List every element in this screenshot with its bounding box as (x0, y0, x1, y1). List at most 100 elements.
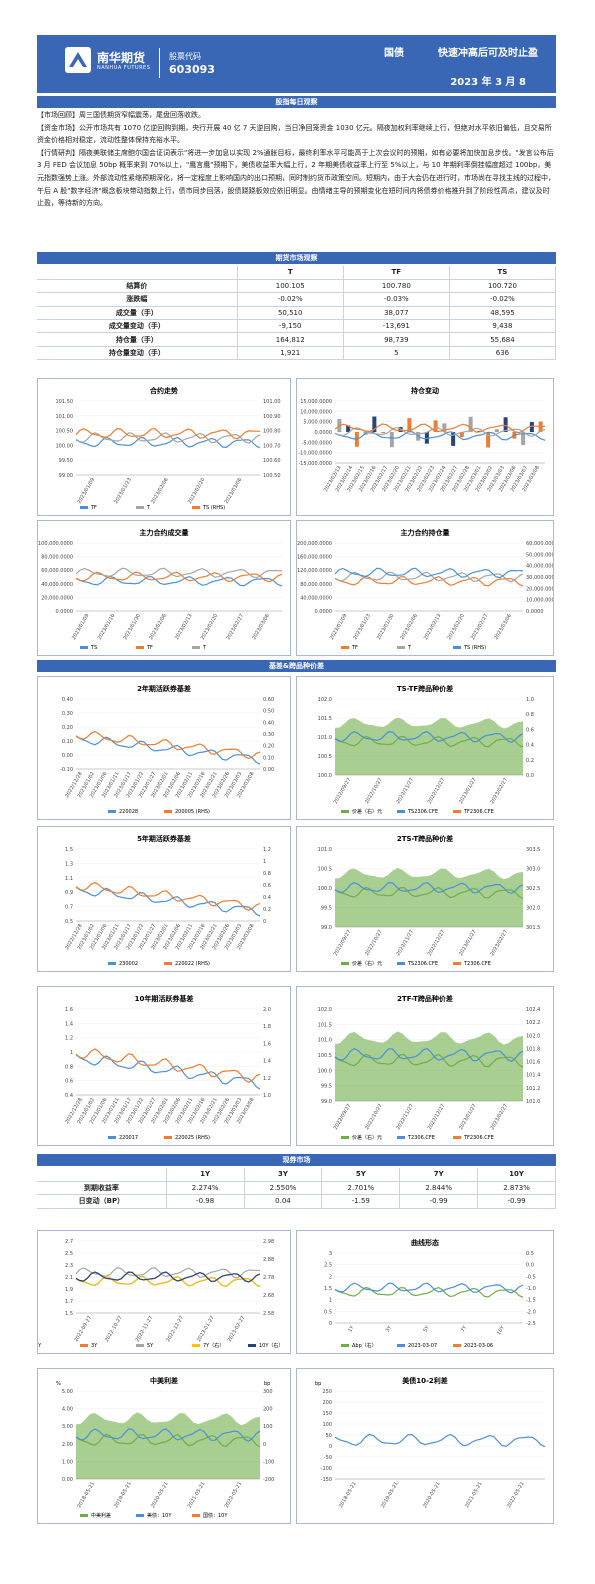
legend-swatch (80, 1514, 88, 1517)
x-tick-label: 10Y (496, 1324, 506, 1336)
y-tick-label: 0.9 (65, 890, 73, 896)
x-tick-label: 2020-05-21 (422, 1481, 442, 1509)
y-tick-label: 102.0 (318, 1007, 332, 1013)
y2-tick-label: 1.4 (263, 1059, 271, 1065)
series-line (75, 1428, 261, 1442)
chart-title: 持仓变动 (411, 386, 439, 395)
futures-cell: 100.720 (449, 279, 557, 294)
series-line (75, 1054, 261, 1090)
x-tick-label: 2022/10/27 (364, 1103, 384, 1131)
futures-cell: -9,150 (237, 319, 344, 334)
y2-tick-label: 101.6 (526, 1060, 540, 1066)
report-title: 快速冲高后可及时止盈 (438, 48, 538, 59)
y-tick-label: 0.40 (62, 697, 73, 703)
y2-tick-label: 101.2 (526, 1086, 540, 1092)
futures-cell: 50,510 (237, 306, 344, 321)
series-line (334, 567, 524, 579)
x-tick-label: 2022-09-27 (73, 1315, 93, 1343)
report-category: 国债 (384, 48, 404, 59)
series-line (334, 1053, 524, 1068)
futures-cell: 9,438 (449, 319, 557, 334)
y2-tick-label: 0.60 (263, 697, 274, 703)
x-tick-label: 3Y (385, 1324, 394, 1333)
x-tick-label: 2022/10/27 (364, 929, 384, 957)
y-tick-label: 99.50 (59, 458, 73, 464)
x-tick-label: 2023/01/09 (71, 613, 91, 641)
y-tick-label: 40,000.0000 (41, 582, 73, 588)
y-tick-label: 15,000.0000 (300, 399, 332, 405)
y2-tick-label: 20,000.0000 (526, 586, 553, 592)
spot-cell: -1.59 (321, 1194, 401, 1209)
futures-table: T TF TS 结算价 100.105 100.780 100.720 涨跌幅 -0.02% -… (37, 266, 557, 361)
futures-cell: -13,691 (343, 319, 450, 334)
futures-header: TF (343, 266, 450, 280)
company-name: 南华期货 (97, 51, 146, 65)
legend-label: TF (90, 505, 97, 511)
futures-cell: 5 (343, 346, 450, 361)
futures-row-label: 持仓量变动（手） (37, 346, 238, 361)
legend-label: 2023-03-06 (464, 1343, 493, 1349)
bar (494, 429, 499, 432)
futures-cell: -0.02% (237, 292, 344, 307)
spot-header (37, 1168, 167, 1182)
y-tick-label: 2.5 (324, 1263, 332, 1269)
bar (389, 432, 394, 448)
bar (346, 425, 351, 432)
series-line (75, 436, 261, 449)
y-tick-label: -100 (321, 1466, 332, 1472)
legend-swatch (192, 506, 200, 509)
series-line (75, 1275, 261, 1288)
y2-tick-label: 100.90 (263, 414, 281, 420)
series-line (75, 735, 261, 765)
y-tick-label: 101.5 (318, 1022, 332, 1028)
y-tick-label: 101.0 (318, 735, 332, 741)
x-tick-label: 2023/02/06 (150, 477, 170, 505)
legend-swatch (192, 1514, 200, 1517)
market-review: 【市场回顾】周三国债期货窄幅震荡，尾盘回落收跌。 (37, 111, 205, 119)
y2-tick-label: 60,000.0000 (526, 541, 553, 547)
x-tick-label: 2022/09/27 (333, 929, 353, 957)
section-spot: 现券市场 (37, 1154, 556, 1166)
bar (521, 432, 526, 446)
y2-tick-label: -1.0 (526, 1286, 536, 1292)
series-line (75, 1048, 261, 1083)
legend-swatch (397, 646, 405, 649)
legend-swatch (136, 1514, 144, 1517)
legend-swatch (341, 810, 349, 813)
y2-tick-label: 100.80 (263, 429, 281, 435)
legend-swatch (164, 962, 172, 965)
y-tick-label: -15,000.0000 (298, 461, 332, 467)
legend-swatch (453, 646, 461, 649)
y2-tick-label: 0.2 (263, 907, 271, 913)
legend-swatch (192, 646, 200, 649)
legend-swatch (136, 506, 144, 509)
bar (442, 423, 447, 432)
x-tick-label: 2023/01/16 (97, 613, 117, 641)
legend-label: TS2306.CFE (407, 961, 438, 967)
y2-tick-label: 50,000.0000 (526, 552, 553, 558)
section-daily: 股指每日观察 (37, 96, 556, 108)
y2-tick-label: 2.98 (263, 1239, 274, 1245)
legend-swatch (80, 646, 88, 649)
x-tick-label: 2022/11/27 (395, 929, 415, 957)
legend-label: T (146, 505, 151, 511)
y-tick-label: 0.30 (62, 711, 73, 717)
x-tick-label: 2022-10-27 (104, 1315, 124, 1343)
legend-label: TF2306.CFE (463, 809, 494, 815)
y-tick-label: 0.8 (65, 1064, 73, 1070)
y2-tick-label: 300 (263, 1389, 273, 1395)
legend-label: T2306.CFE (407, 1135, 435, 1141)
chart-title: 中美利差 (150, 1376, 178, 1385)
y-tick-label: 102.0 (318, 697, 332, 703)
chart-title: 2TF-T跨品种价差 (397, 994, 453, 1003)
x-tick-label: 2018-05-21 (338, 1481, 358, 1509)
y-tick-label: 0 (329, 1444, 332, 1450)
y-tick-label: 100.5 (318, 867, 332, 873)
y2-tick-label: 0.20 (263, 744, 274, 750)
y-tick-label: 1.4 (65, 1021, 73, 1027)
x-tick-label: 2023-02-27 (227, 1315, 247, 1343)
futures-cell: -0.02% (449, 292, 557, 307)
y-tick-label: -150 (321, 1477, 332, 1483)
y-tick-label: 60,000.0000 (41, 568, 73, 574)
y2-tick-label: 101.4 (526, 1073, 540, 1079)
